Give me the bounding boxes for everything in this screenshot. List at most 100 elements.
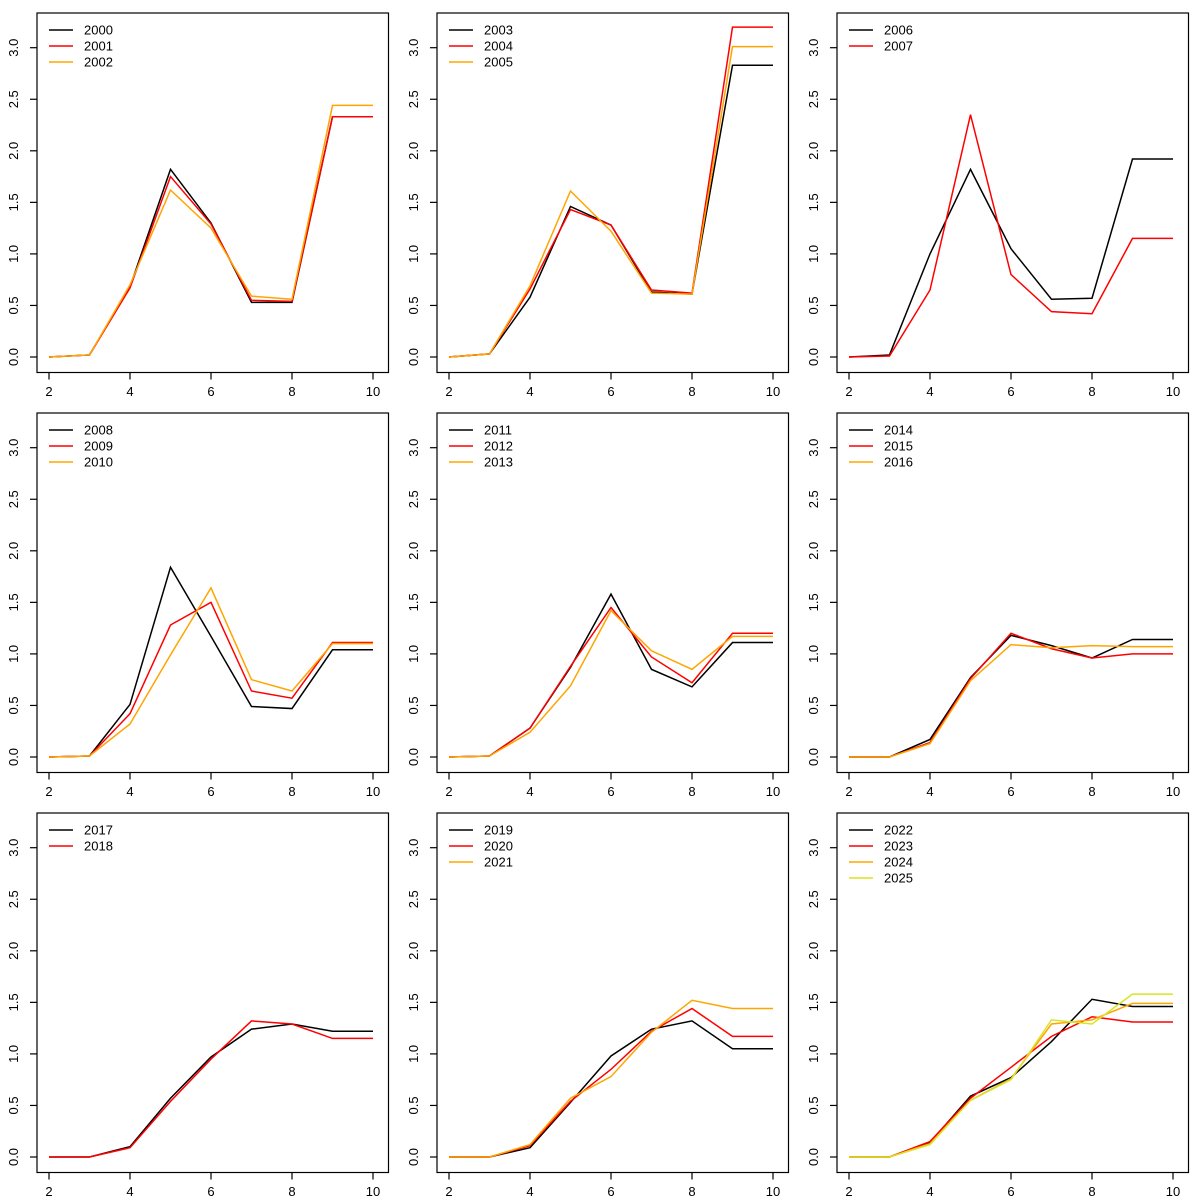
y-tick-label: 0.0 <box>6 1148 21 1166</box>
x-tick-label: 4 <box>926 1184 933 1199</box>
x-tick-label: 4 <box>126 1184 133 1199</box>
x-tick-label: 2 <box>45 1184 52 1199</box>
y-tick-label: 2.5 <box>406 90 421 108</box>
y-tick-label: 3.0 <box>406 839 421 857</box>
y-tick-label: 2.0 <box>806 942 821 960</box>
legend-label-2017: 2017 <box>84 823 113 838</box>
y-tick-label: 0.0 <box>6 748 21 766</box>
series-line-2002 <box>48 104 373 358</box>
series-line-2007 <box>848 114 1173 358</box>
x-tick-label: 2 <box>445 784 452 799</box>
y-tick-label: 1.0 <box>406 1045 421 1063</box>
legend-label-2009: 2009 <box>84 439 113 454</box>
legend-label-2018: 2018 <box>84 839 113 854</box>
legend-entry-2006: 2006 <box>849 23 913 38</box>
series-line-2011 <box>448 592 773 758</box>
plot-box <box>836 412 1190 774</box>
legend-entry-2024: 2024 <box>849 855 913 870</box>
y-tick-label: 0.5 <box>6 296 21 314</box>
x-tick-label: 4 <box>926 384 933 399</box>
legend-entry-2005: 2005 <box>449 55 513 70</box>
legend-entry-2020: 2020 <box>449 839 513 854</box>
x-tick-label: 4 <box>526 784 533 799</box>
legend-entry-2016: 2016 <box>849 455 913 470</box>
y-tick-label: 0.0 <box>806 348 821 366</box>
y-tick-label: 2.5 <box>6 890 21 908</box>
series-line-2018 <box>49 1020 373 1158</box>
x-tick-label: 2 <box>445 384 452 399</box>
legend-entry-2014: 2014 <box>849 423 913 438</box>
x-tick-label: 8 <box>288 384 295 399</box>
y-tick-label: 3.0 <box>806 439 821 457</box>
series-line-2012 <box>448 606 773 758</box>
plot-box <box>36 812 390 1174</box>
y-tick-label: 0.5 <box>806 1096 821 1114</box>
x-tick-label: 10 <box>766 784 780 799</box>
y-tick-label: 0.0 <box>406 348 421 366</box>
legend-label-2004: 2004 <box>484 39 513 54</box>
y-tick-label: 1.0 <box>406 245 421 263</box>
chart-panel-3: 2 4 6 8 10 0.0 0.5 1.0 1.5 2.0 2.5 3.0 2006 2007 <box>800 0 1200 400</box>
legend-entry-2017: 2017 <box>49 823 113 838</box>
y-tick-label: 1.5 <box>6 593 21 611</box>
x-tick-label: 10 <box>766 384 780 399</box>
y-tick-label: 0.5 <box>806 296 821 314</box>
y-tick-label: 1.0 <box>806 645 821 663</box>
y-tick-label: 2.0 <box>806 142 821 160</box>
x-tick-label: 10 <box>1166 384 1180 399</box>
y-tick-label: 0.0 <box>806 1148 821 1166</box>
x-tick-label: 6 <box>207 1184 214 1199</box>
y-tick-label: 1.5 <box>406 593 421 611</box>
x-tick-label: 6 <box>1007 1184 1014 1199</box>
chart-panel-1: 2 4 6 8 10 0.0 0.5 1.0 1.5 2.0 2.5 3.0 2000 2001 2002 <box>0 0 400 400</box>
y-tick-label: 0.5 <box>806 696 821 714</box>
series-line-2004 <box>448 26 773 358</box>
series-line-2001 <box>48 116 373 358</box>
y-tick-label: 2.0 <box>406 142 421 160</box>
series-line-2003 <box>448 64 773 358</box>
y-tick-label: 0.5 <box>406 296 421 314</box>
plot-box <box>36 12 390 374</box>
legend-label-2002: 2002 <box>84 55 113 70</box>
y-tick-label: 0.0 <box>806 748 821 766</box>
legend-label-2011: 2011 <box>484 423 512 438</box>
series-line-2019 <box>449 1020 773 1158</box>
y-tick-label: 1.5 <box>806 193 821 211</box>
x-tick-label: 6 <box>1007 384 1014 399</box>
legend-entry-2001: 2001 <box>49 39 113 54</box>
y-tick-label: 1.0 <box>806 245 821 263</box>
plot-box <box>36 412 390 774</box>
chart-panel-8: 2 4 6 8 10 0.0 0.5 1.0 1.5 2.0 2.5 3.0 2019 2020 2021 <box>400 800 800 1200</box>
series-line-2005 <box>448 45 773 358</box>
series-line-2008 <box>48 565 373 758</box>
legend-label-2024: 2024 <box>884 855 913 870</box>
x-tick-label: 4 <box>126 384 133 399</box>
chart-panel-6: 2 4 6 8 10 0.0 0.5 1.0 1.5 2.0 2.5 3.0 2014 2015 2016 <box>800 400 1200 800</box>
x-tick-label: 4 <box>126 784 133 799</box>
y-tick-label: 3.0 <box>406 39 421 57</box>
chart-panel-5: 2 4 6 8 10 0.0 0.5 1.0 1.5 2.0 2.5 3.0 2011 2012 2013 <box>400 400 800 800</box>
y-tick-label: 1.0 <box>6 245 21 263</box>
y-tick-label: 0.0 <box>406 748 421 766</box>
legend-label-2023: 2023 <box>884 839 913 854</box>
series-line-2017 <box>49 1023 373 1158</box>
series-line-2025 <box>849 993 1173 1158</box>
series-line-2013 <box>448 609 773 758</box>
x-tick-label: 6 <box>1007 784 1014 799</box>
legend-entry-2011: 2011 <box>449 423 512 438</box>
y-tick-label: 2.0 <box>6 942 21 960</box>
legend-label-2006: 2006 <box>884 23 913 38</box>
chart-panel-9: 2 4 6 8 10 0.0 0.5 1.0 1.5 2.0 2.5 3.0 2022 2023 2024 2… <box>800 800 1200 1200</box>
x-tick-label: 6 <box>607 1184 614 1199</box>
chart-panel-svg: 2 4 6 8 10 0.0 0.5 1.0 1.5 2.0 2.5 3.0 2022202320242… <box>806 812 1190 1199</box>
